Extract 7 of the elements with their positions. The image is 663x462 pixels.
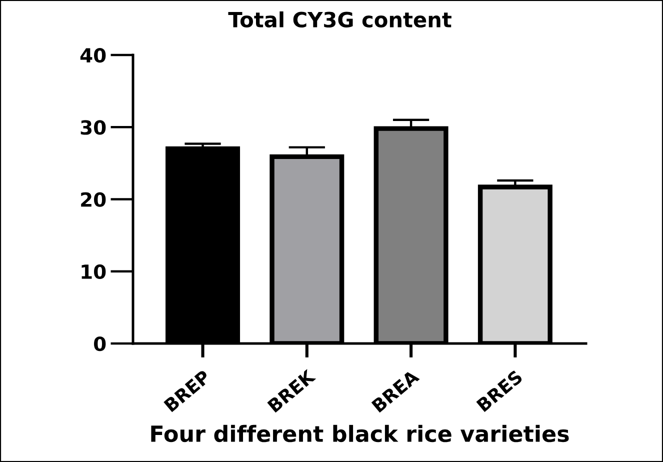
y-tick-label: 30 — [80, 120, 106, 135]
x-axis-title: Four different black rice varieties — [151, 424, 569, 442]
y-tick-label: 10 — [82, 264, 106, 280]
y-tick-label: 40 — [80, 48, 106, 63]
y-tick-label: 0 — [94, 336, 106, 352]
chart-title: Total CY3G content — [228, 11, 452, 28]
y-tick-label: 20 — [81, 192, 106, 207]
